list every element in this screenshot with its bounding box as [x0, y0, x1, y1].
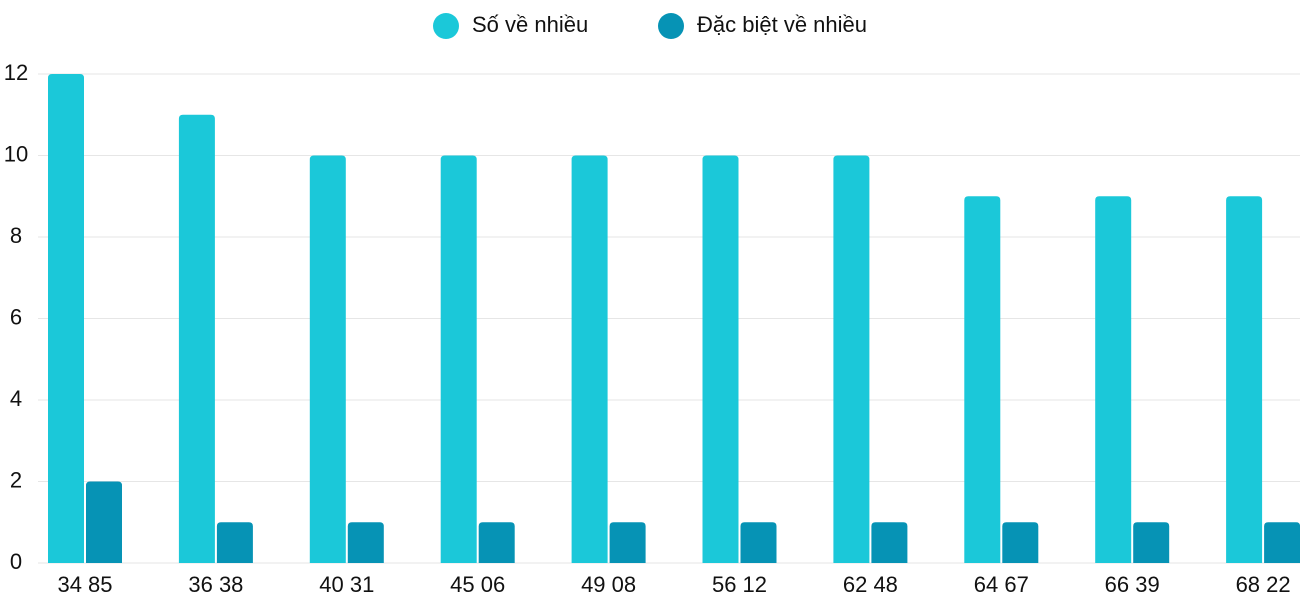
- bar: [478, 522, 515, 563]
- bar: [609, 522, 646, 563]
- y-tick-label: 12: [4, 60, 28, 85]
- y-tick-label: 0: [10, 549, 22, 574]
- x-tick-label: 45 06: [450, 572, 505, 597]
- bar: [309, 155, 346, 563]
- y-tick-label: 6: [10, 304, 22, 329]
- bar: [871, 522, 908, 563]
- bar: [833, 155, 870, 563]
- legend-label: Đặc biệt về nhiều: [697, 12, 867, 37]
- legend-swatch: [433, 13, 459, 39]
- x-tick-label: 34 85: [57, 572, 112, 597]
- x-tick-label: 66 39: [1105, 572, 1160, 597]
- bar: [1002, 522, 1039, 563]
- x-tick-label: 68 22: [1236, 572, 1291, 597]
- y-tick-label: 2: [10, 467, 22, 492]
- x-tick-label: 64 67: [974, 572, 1029, 597]
- bar: [964, 196, 1001, 563]
- bar: [702, 155, 739, 563]
- bar: [440, 155, 477, 563]
- x-tick-label: 40 31: [319, 572, 374, 597]
- bar: [216, 522, 253, 563]
- bar: [347, 522, 384, 563]
- x-tick-label: 49 08: [581, 572, 636, 597]
- y-tick-label: 8: [10, 223, 22, 248]
- bar: [86, 481, 122, 563]
- x-tick-label: 62 48: [843, 572, 898, 597]
- x-tick-label: 36 38: [188, 572, 243, 597]
- bar: [1095, 196, 1132, 563]
- bar: [48, 74, 84, 563]
- y-tick-label: 10: [4, 141, 28, 166]
- x-tick-label: 56 12: [712, 572, 767, 597]
- bar: [571, 155, 608, 563]
- y-tick-label: 4: [10, 386, 22, 411]
- bar: [1133, 522, 1170, 563]
- legend-swatch: [658, 13, 684, 39]
- bar: [178, 114, 215, 563]
- legend-label: Số về nhiều: [472, 12, 588, 37]
- bar: [740, 522, 777, 563]
- bar: [1226, 196, 1263, 563]
- bar: [1264, 522, 1300, 563]
